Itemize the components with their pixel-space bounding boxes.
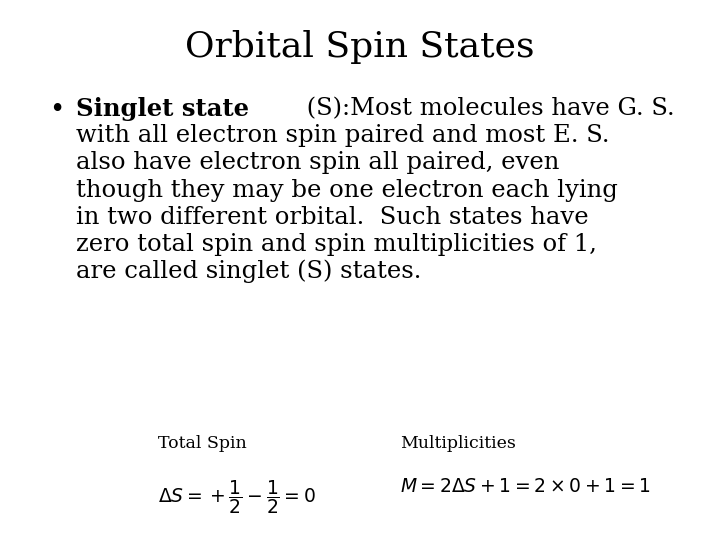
Text: with all electron spin paired and most E. S.: with all electron spin paired and most E… (76, 124, 609, 147)
Text: Total Spin: Total Spin (158, 435, 247, 451)
Text: also have electron spin all paired, even: also have electron spin all paired, even (76, 151, 559, 174)
Text: zero total spin and spin multiplicities of 1,: zero total spin and spin multiplicities … (76, 233, 596, 256)
Text: Singlet state: Singlet state (76, 97, 248, 121)
Text: Orbital Spin States: Orbital Spin States (185, 30, 535, 64)
Text: $M = 2\Delta S + 1 = 2 \times 0 + 1 = 1$: $M = 2\Delta S + 1 = 2 \times 0 + 1 = 1$ (400, 478, 650, 496)
Text: in two different orbital.  Such states have: in two different orbital. Such states ha… (76, 206, 588, 229)
Text: are called singlet (S) states.: are called singlet (S) states. (76, 260, 421, 284)
Text: Multiplicities: Multiplicities (400, 435, 516, 451)
Text: •: • (49, 97, 64, 122)
Text: (S):Most molecules have G. S.: (S):Most molecules have G. S. (299, 97, 675, 120)
Text: $\Delta S = +\dfrac{1}{2} - \dfrac{1}{2} = 0$: $\Delta S = +\dfrac{1}{2} - \dfrac{1}{2}… (158, 478, 316, 516)
Text: though they may be one electron each lying: though they may be one electron each lyi… (76, 179, 618, 201)
